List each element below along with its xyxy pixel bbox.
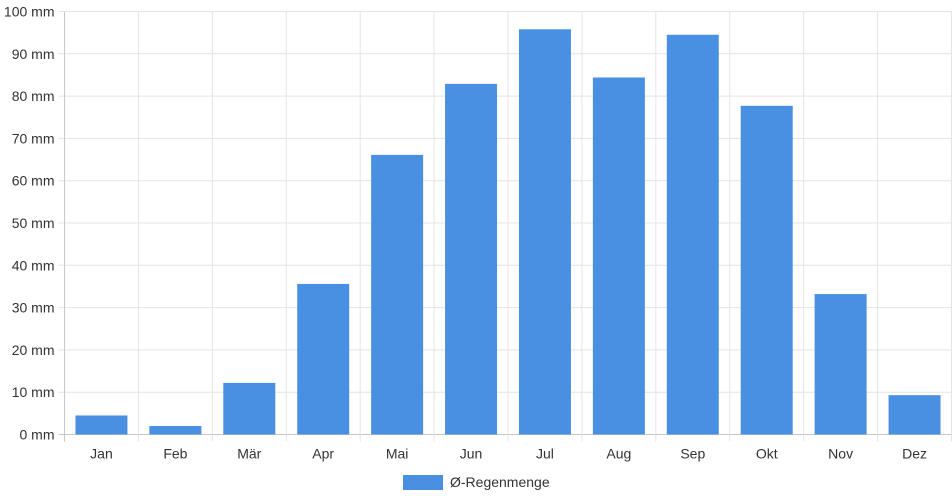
bar-mai[interactable] bbox=[371, 154, 424, 435]
y-tick-label: 80 mm bbox=[12, 88, 55, 104]
bars bbox=[75, 29, 941, 435]
x-tick-label: Mai bbox=[386, 446, 409, 462]
bar-apr[interactable] bbox=[297, 283, 350, 435]
x-tick-label: Apr bbox=[312, 446, 334, 462]
y-tick-label: 50 mm bbox=[12, 215, 55, 231]
y-tick-label: 70 mm bbox=[12, 130, 55, 146]
legend-swatch[interactable] bbox=[403, 475, 443, 490]
bar-jun[interactable] bbox=[445, 83, 498, 435]
bar-feb[interactable] bbox=[149, 426, 202, 435]
bar-jul[interactable] bbox=[518, 29, 571, 435]
x-tick-label: Mär bbox=[237, 446, 261, 462]
y-tick-label: 90 mm bbox=[12, 46, 55, 62]
bar-dez[interactable] bbox=[888, 395, 941, 435]
bar-sep[interactable] bbox=[666, 34, 719, 435]
x-tick-label: Feb bbox=[163, 446, 187, 462]
y-tick-label: 10 mm bbox=[12, 384, 55, 400]
bar-aug[interactable] bbox=[592, 77, 645, 435]
x-tick-label: Dez bbox=[902, 446, 927, 462]
x-tick-label: Jan bbox=[90, 446, 113, 462]
x-tick-label: Nov bbox=[828, 446, 853, 462]
x-tick-label: Sep bbox=[680, 446, 705, 462]
y-tick-label: 20 mm bbox=[12, 342, 55, 358]
grid-lines bbox=[58, 11, 952, 442]
legend: Ø-Regenmenge bbox=[403, 474, 550, 490]
legend-label[interactable]: Ø-Regenmenge bbox=[450, 474, 550, 490]
y-tick-label: 30 mm bbox=[12, 300, 55, 316]
y-tick-label: 100 mm bbox=[4, 4, 55, 20]
x-tick-label: Okt bbox=[756, 446, 778, 462]
axes: 0 mm 10 mm 20 mm 30 mm 40 mm 50 mm 60 mm 70 mm 8… bbox=[4, 4, 927, 462]
bar-okt[interactable] bbox=[740, 105, 793, 435]
x-tick-label: Jun bbox=[460, 446, 483, 462]
x-tick-label: Jul bbox=[536, 446, 554, 462]
bar-nov[interactable] bbox=[814, 294, 867, 435]
bar-jan[interactable] bbox=[75, 415, 128, 435]
y-tick-label: 60 mm bbox=[12, 173, 55, 189]
y-tick-label: 0 mm bbox=[20, 427, 55, 443]
bar-mär[interactable] bbox=[223, 382, 276, 435]
x-tick-label: Aug bbox=[606, 446, 631, 462]
y-tick-label: 40 mm bbox=[12, 257, 55, 273]
